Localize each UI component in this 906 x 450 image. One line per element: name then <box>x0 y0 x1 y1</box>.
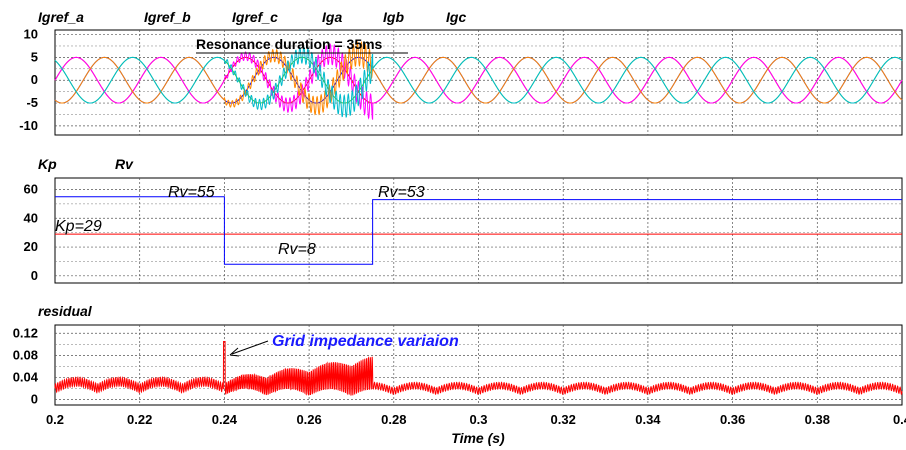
annotation-kp-29: Kp=29 <box>55 218 102 235</box>
y-tick-label: 5 <box>31 49 38 64</box>
y-tick-label: 60 <box>24 182 38 197</box>
series-igc <box>54 46 903 118</box>
y-tick-label: -5 <box>26 95 38 110</box>
annotation-rv-55: Rv=55 <box>168 184 215 201</box>
annotation-arrow-head <box>229 347 240 357</box>
panel-1-series <box>54 40 903 120</box>
panel-3-series <box>54 341 903 396</box>
x-tick-label: 0.24 <box>212 412 238 427</box>
y-tick-label: 0.04 <box>13 369 39 384</box>
legend-residual: residual <box>38 303 93 319</box>
annotation-rv-8: Rv=8 <box>278 241 316 258</box>
x-tick-label: 0.2 <box>46 412 64 427</box>
legend-igref-c: Igref_c <box>232 9 278 25</box>
x-tick-label: 0.38 <box>805 412 830 427</box>
y-tick-labels: 10 5 0 -5 -10 60 40 20 0 0.12 0.08 0.04 0 <box>13 27 39 407</box>
y-tick-label: 0.08 <box>13 347 38 362</box>
legend-igc: Igc <box>446 9 466 25</box>
x-tick-label: 0.3 <box>469 412 487 427</box>
series-igb <box>54 40 903 116</box>
legend-igb: Igb <box>383 9 404 25</box>
legend-igref-b: Igref_b <box>144 9 191 25</box>
legend-panel-2: Kp Rv <box>38 156 134 172</box>
series-iga <box>54 43 903 120</box>
y-tick-label: 0 <box>31 268 38 283</box>
series-rv <box>55 196 902 265</box>
y-tick-label: 0.12 <box>13 325 38 340</box>
y-tick-label: -10 <box>19 118 38 133</box>
y-tick-label: 0 <box>31 72 38 87</box>
series-residual <box>54 341 903 396</box>
x-axis-label: Time (s) <box>451 430 505 446</box>
resonance-annotation: Resonance duration = 35ms <box>196 36 383 52</box>
x-tick-label: 0.34 <box>635 412 661 427</box>
legend-igref-a: Igref_a <box>38 9 84 25</box>
legend-rv: Rv <box>115 156 134 172</box>
x-tick-label: 0.36 <box>720 412 745 427</box>
panel-2-series <box>55 196 902 265</box>
y-tick-label: 20 <box>24 239 38 254</box>
x-tick-label: 0.4 <box>893 412 906 427</box>
x-tick-label: 0.26 <box>296 412 321 427</box>
legend-panel-3: residual <box>38 303 93 319</box>
annotation-rv-53: Rv=53 <box>378 184 425 201</box>
legend-kp: Kp <box>38 156 57 172</box>
x-tick-label: 0.32 <box>551 412 576 427</box>
annotation-arrow-line <box>231 340 269 355</box>
y-tick-label: 0 <box>31 391 38 406</box>
y-tick-label: 10 <box>24 27 38 42</box>
x-tick-labels: 0.2 0.22 0.24 0.26 0.28 0.3 0.32 0.34 0.36 0.38 0.… <box>46 412 906 427</box>
legend-iga: Iga <box>322 9 342 25</box>
grid-impedance-annotation: Grid impedance variaion <box>272 333 459 350</box>
x-tick-label: 0.28 <box>381 412 406 427</box>
x-tick-label: 0.22 <box>127 412 152 427</box>
y-tick-label: 40 <box>24 210 38 225</box>
legend-panel-1: Igref_a Igref_b Igref_c Iga Igb Igc <box>38 9 466 25</box>
grid-lines <box>55 30 902 405</box>
